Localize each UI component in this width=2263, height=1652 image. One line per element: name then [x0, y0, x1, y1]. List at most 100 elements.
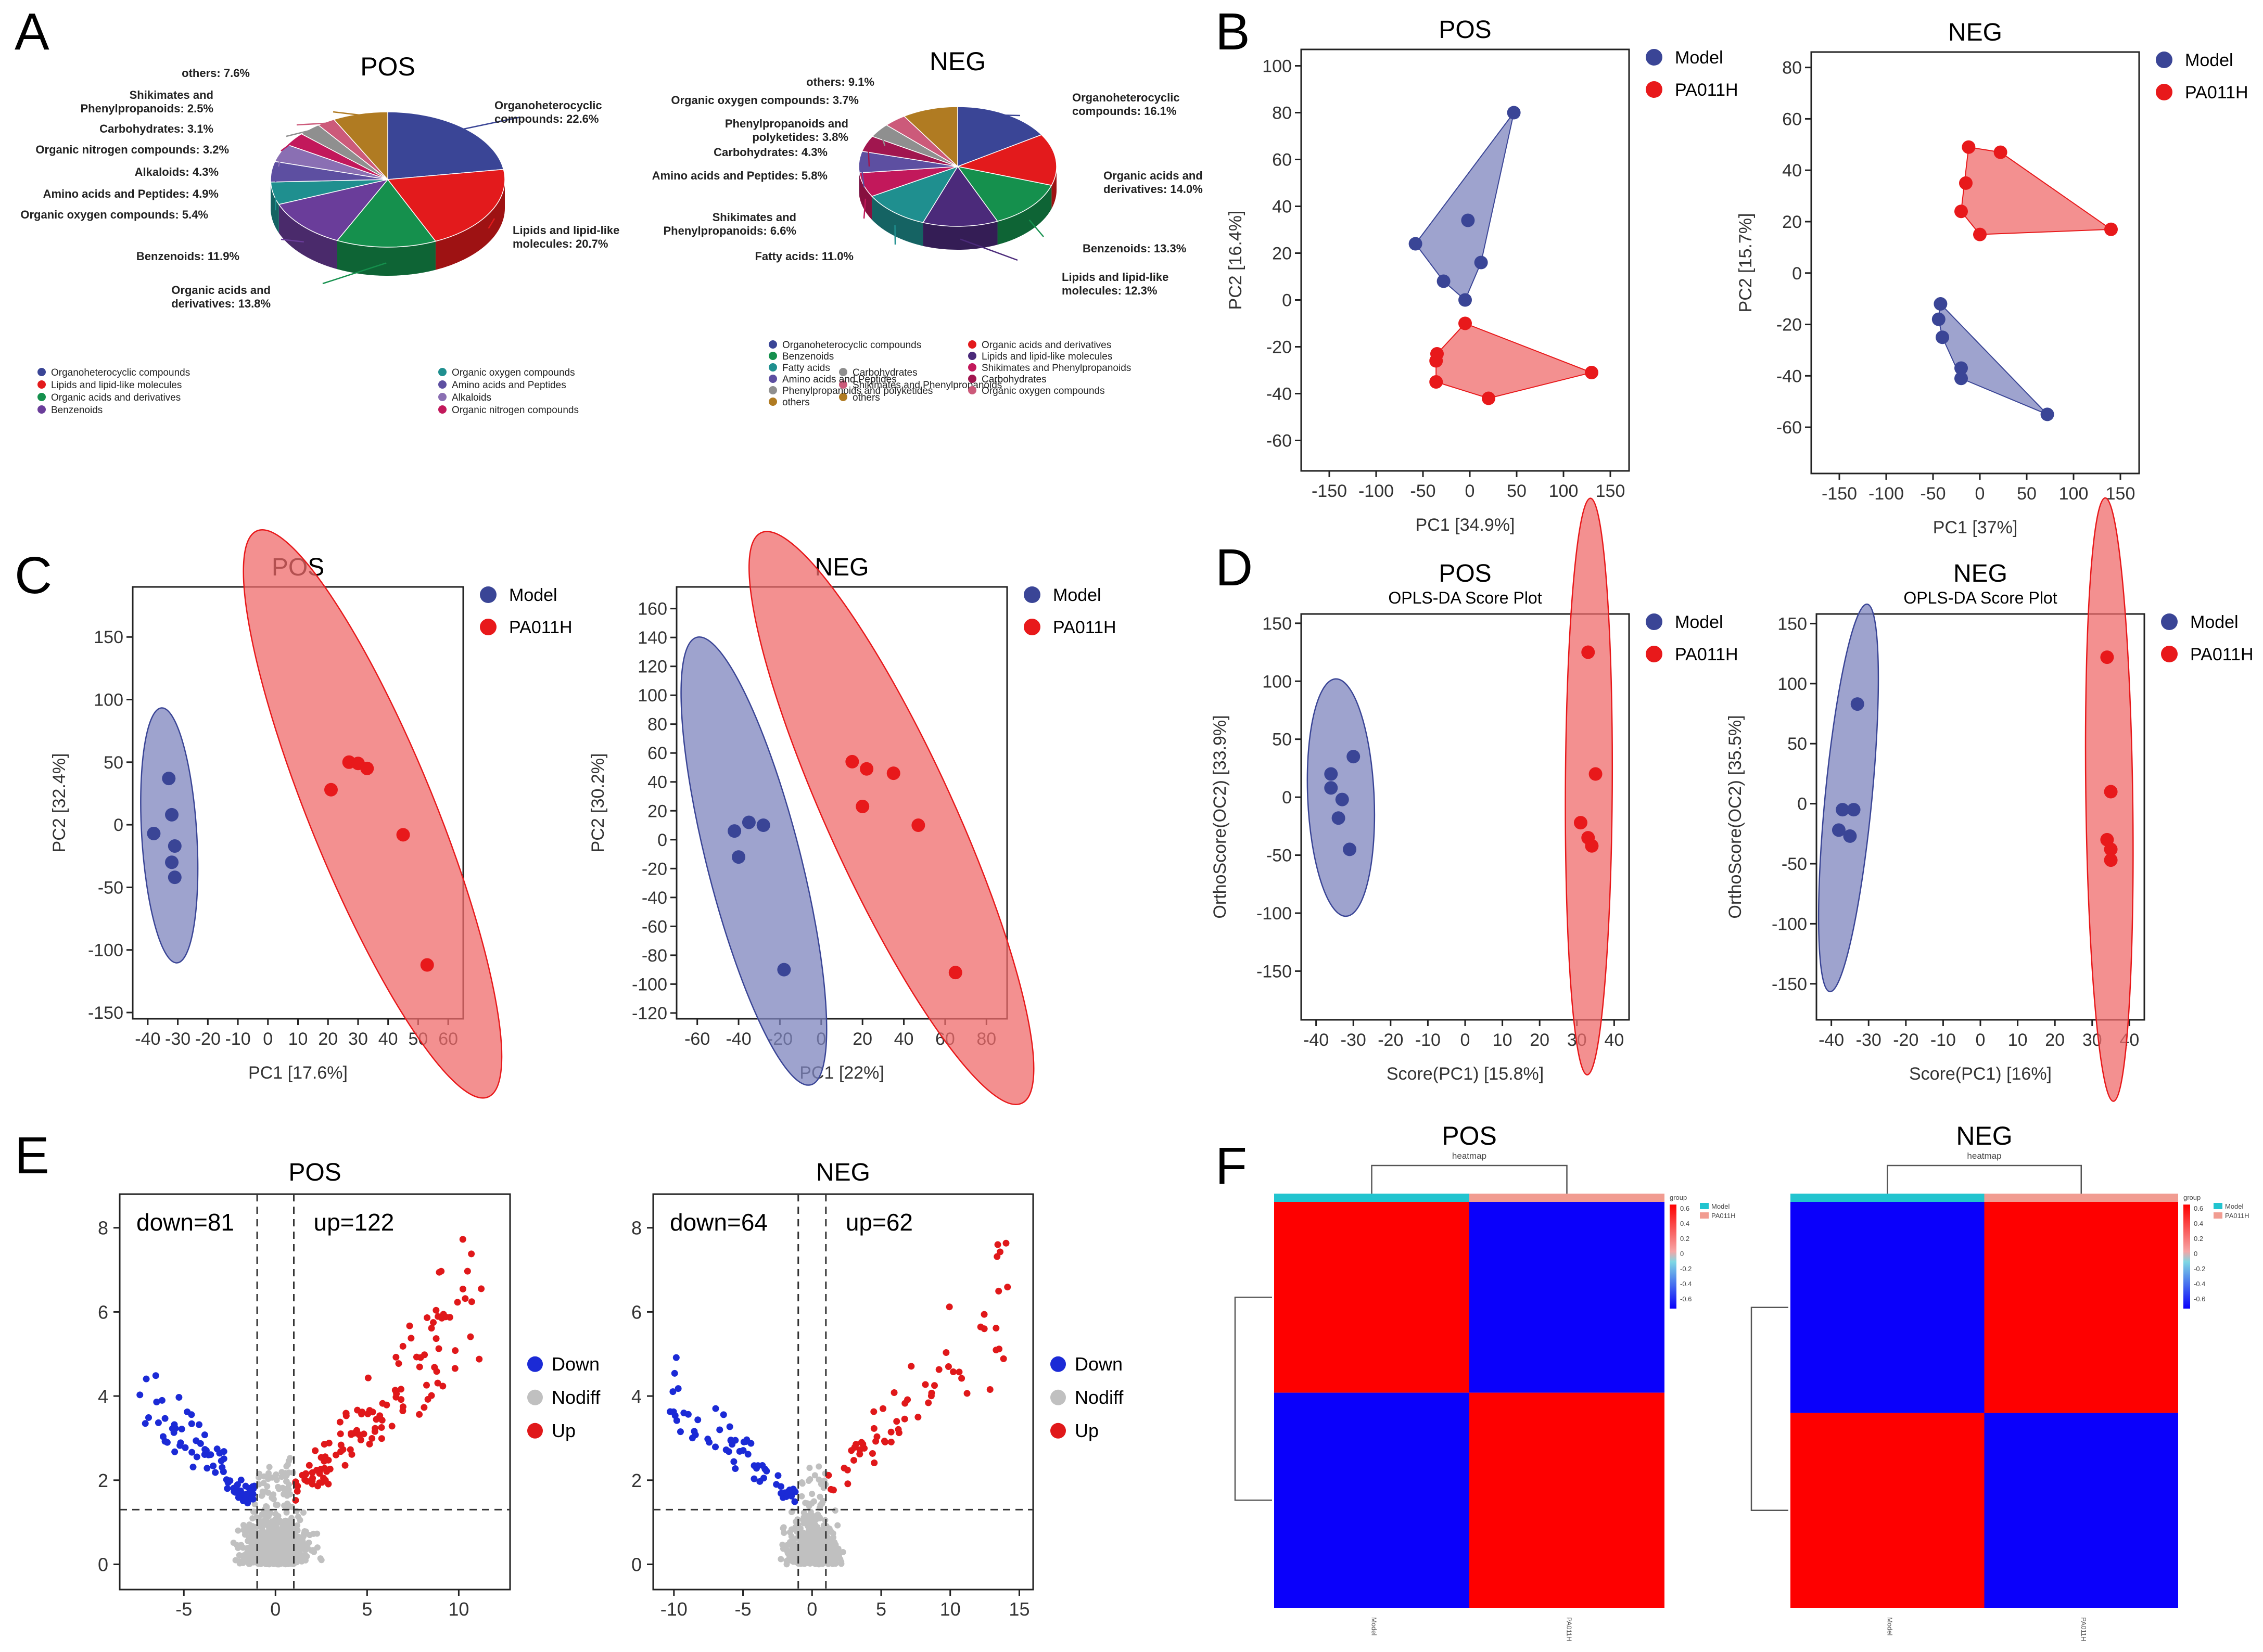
group-legend-title: group [1670, 1194, 1687, 1201]
y-tick-label: 0 [113, 815, 123, 835]
pie-slice-label-line: Organoheterocyclic [494, 99, 602, 112]
x-tick-label: 20 [318, 1029, 338, 1049]
data-point-pa011h [2104, 842, 2118, 856]
data-point-model [147, 826, 161, 840]
y-axis-label: PC2 [30.2%] [588, 753, 608, 853]
pie-slice-label-line: derivatives: 13.8% [171, 297, 271, 310]
x-axis-label: Score(PC1) [16%] [1909, 1064, 2052, 1084]
y-tick-label: 20 [1782, 212, 1802, 232]
y-tick-label: -20 [1776, 315, 1802, 335]
volcano-point-nodiff [801, 1520, 808, 1527]
color-scale-tick: 0.2 [2194, 1235, 2203, 1243]
volcano-point-up [981, 1311, 988, 1318]
volcano-point-nodiff [310, 1530, 317, 1537]
y-tick-label: 20 [1272, 244, 1292, 264]
volcano-point-down [155, 1419, 162, 1426]
volcano-point-up [452, 1347, 459, 1354]
row-dendrogram [1234, 1297, 1272, 1501]
x-tick-label: -20 [1893, 1030, 1918, 1050]
pie-leader-line [281, 139, 297, 152]
data-point-pa011h [2104, 785, 2118, 799]
volcano-point-nodiff [284, 1462, 291, 1468]
volcano-point-nodiff [295, 1514, 301, 1520]
volcano-point-up [981, 1325, 988, 1333]
legend-pa011h-label: PA011H [1053, 618, 1116, 637]
volcano-point-nodiff [270, 1491, 277, 1498]
volcano-point-down [671, 1369, 678, 1377]
pie-slice-label: Amino acids and Peptides: 5.8% [652, 169, 828, 182]
volcano-point-up [887, 1438, 895, 1445]
volcano-point-nodiff [257, 1523, 264, 1530]
volcano-point-down [143, 1375, 150, 1382]
volcano-point-nodiff [304, 1545, 311, 1552]
y-tick-label: -120 [632, 1004, 667, 1023]
legend-model-marker [480, 586, 497, 603]
pie-legend-label: Fatty acids [782, 363, 830, 374]
volcano-point-nodiff [800, 1560, 807, 1567]
pie-legend-marker [839, 368, 847, 376]
data-point-model [1343, 842, 1357, 856]
volcano-point-down [145, 1414, 152, 1421]
heatmap-block-low [1274, 1392, 1469, 1608]
volcano-point-down [212, 1469, 219, 1476]
volcano-point-up [413, 1353, 420, 1361]
volcano-point-nodiff [830, 1534, 837, 1541]
chart-subtitle: heatmap [1967, 1151, 2001, 1161]
volcano-point-nodiff [823, 1523, 830, 1530]
group-legend-label: PA011H [1711, 1212, 1736, 1220]
y-tick-label: 60 [647, 744, 667, 763]
volcano-point-up [893, 1418, 900, 1425]
volcano-point-nodiff [827, 1560, 834, 1567]
data-point-pa011h [1585, 839, 1599, 853]
volcano-point-up [825, 1471, 832, 1479]
volcano-point-up [908, 1363, 915, 1370]
volcano-point-down [778, 1490, 785, 1497]
group-bar-model [1790, 1194, 1985, 1202]
pie-slice-label-line: Shikimates and [713, 211, 796, 224]
x-tick-label: 10 [448, 1598, 469, 1620]
volcano-point-up [462, 1295, 469, 1302]
volcano-point-up [895, 1429, 902, 1437]
pie-slice-label-line: others: 7.6% [182, 67, 250, 80]
x-tick-label: -30 [165, 1029, 190, 1049]
y-tick-label: 100 [1262, 57, 1292, 76]
data-point-model [777, 963, 791, 977]
volcano-point-nodiff [272, 1547, 278, 1554]
x-tick-label: -30 [1856, 1030, 1881, 1050]
pie-legend-marker [769, 398, 777, 406]
y-tick-label: 60 [1782, 109, 1802, 129]
pie-slice-label-line: Lipids and lipid-like [1062, 271, 1168, 284]
pie-legend-label: Alkaloids [452, 392, 491, 403]
pie-legend-label: Organoheterocyclic compounds [782, 340, 921, 351]
volcano-point-up [869, 1450, 876, 1457]
volcano-point-up [856, 1451, 863, 1458]
volcano-point-nodiff [285, 1481, 292, 1488]
x-tick-label: 150 [2106, 484, 2135, 504]
down-count-annotation: down=81 [136, 1209, 234, 1236]
pie-slice-label: Organic oxygen compounds: 5.4% [20, 208, 208, 221]
volcano-point-up [459, 1236, 466, 1243]
volcano-point-up [1000, 1355, 1007, 1362]
y-tick-label: 80 [1782, 58, 1802, 78]
volcano-point-down [730, 1458, 738, 1465]
pie-slice-label: Organoheterocyclic compounds: 16.1% [1072, 91, 1180, 118]
y-tick-label: 50 [1787, 734, 1807, 754]
data-point-model [165, 808, 179, 822]
pie-slice-label-line: Phenylpropanoids: 2.5% [81, 102, 214, 115]
volcano-point-up [451, 1365, 459, 1372]
group-legend-title: group [2183, 1194, 2201, 1201]
volcano-point-up [440, 1311, 447, 1318]
pie-leader-line [867, 144, 870, 167]
volcano-point-up [309, 1477, 316, 1484]
column-label: Model [1886, 1617, 1893, 1636]
chart-title: POS [360, 52, 415, 81]
data-point-model [168, 839, 182, 853]
pie-slice-label-line: Benzenoids: 13.3% [1083, 242, 1186, 255]
volcano-point-up [424, 1314, 431, 1321]
volcano-point-up [996, 1248, 1003, 1256]
data-point-pa011h [1588, 767, 1603, 781]
y-tick-label: -100 [1256, 904, 1292, 924]
pie-slice-label: Organic oxygen compounds: 3.7% [671, 94, 859, 107]
volcano-point-up [398, 1396, 405, 1403]
legend-model-label: Model [1675, 48, 1723, 68]
